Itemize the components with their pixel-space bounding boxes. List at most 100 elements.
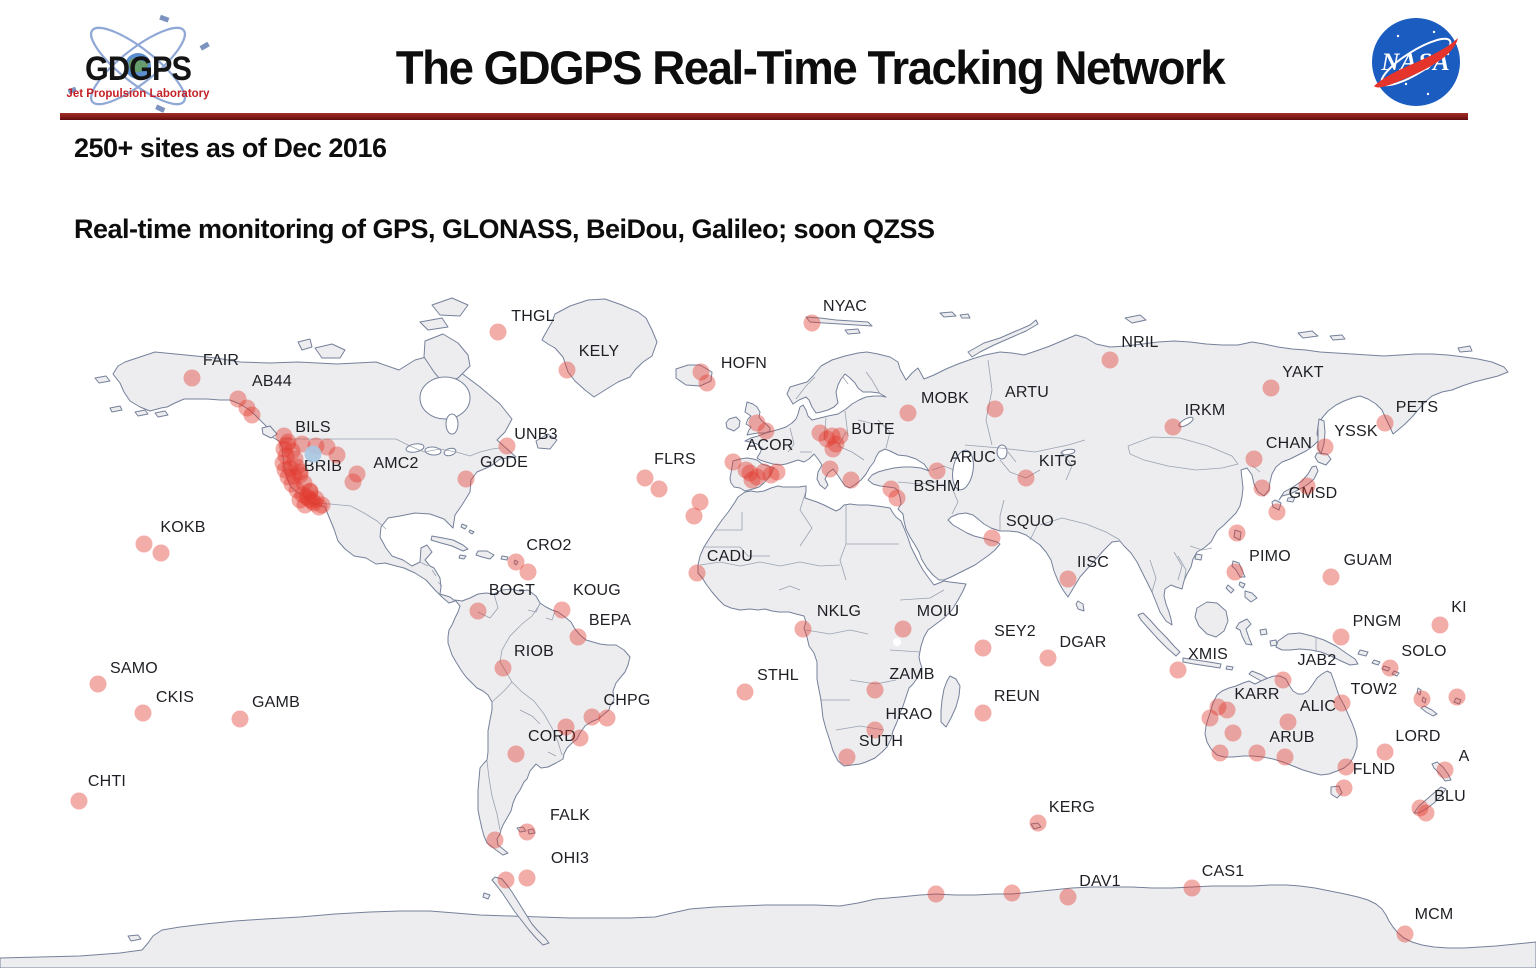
station-label: ARUB (1269, 729, 1315, 746)
station-dot (894, 620, 912, 638)
station-dot (636, 469, 654, 487)
station-dot (494, 659, 512, 677)
station-label: TOW2 (1350, 681, 1398, 698)
station-dot (274, 454, 292, 472)
station-dot (842, 471, 860, 489)
station-label: KERG (1048, 799, 1096, 816)
station-label: PETS (1395, 399, 1439, 416)
station-dot (824, 440, 842, 458)
station-label: FALK (550, 807, 590, 824)
station-dot (286, 450, 304, 468)
station-dot (882, 480, 900, 498)
station-label: KITG (1038, 453, 1078, 470)
nasa-logo-icon: NASA (1368, 14, 1464, 110)
station-label: AMC2 (373, 455, 419, 472)
station-dot (1322, 568, 1340, 586)
station-dot (275, 440, 293, 458)
station-dot (724, 453, 742, 471)
station-label: GMSD (1288, 485, 1338, 502)
station-dot (183, 369, 201, 387)
gdgps-logo-text: GDGPS (84, 50, 192, 88)
station-dot (1276, 748, 1294, 766)
station-dot (1248, 744, 1266, 762)
station-label: PNGM (1352, 613, 1402, 630)
station-dot (692, 363, 710, 381)
station-label: CKIS (155, 689, 195, 706)
station-dot (300, 490, 318, 508)
station-label: YAKT (1282, 364, 1324, 381)
station-dot (1333, 694, 1351, 712)
station-label: AB44 (252, 373, 292, 390)
station-dot (283, 442, 301, 460)
station-dot (457, 470, 475, 488)
station-label: CHTI (87, 773, 127, 790)
station-label: BSHM (913, 478, 961, 495)
station-dot (486, 831, 504, 849)
monitoring-text: Real-time monitoring of GPS, GLONASS, Be… (74, 214, 935, 244)
station-label: KOKB (160, 519, 206, 536)
station-dot (279, 468, 297, 486)
station-dot (569, 628, 587, 646)
station-label: BUTE (851, 421, 895, 438)
station-label: MCM (1414, 906, 1454, 923)
station-dot (285, 467, 303, 485)
station-label: BILS (295, 419, 331, 436)
station-dot (296, 496, 314, 514)
station-dot (748, 468, 766, 486)
station-dot (1253, 479, 1271, 497)
station-dot (1411, 799, 1429, 817)
station-label: NRIL (1121, 334, 1159, 351)
station-dot (1335, 779, 1353, 797)
station-dot (743, 471, 761, 489)
station-dot (1431, 616, 1449, 634)
station-label: CHAN (1265, 435, 1313, 452)
station-dot (974, 704, 992, 722)
station-label: CAS1 (1201, 863, 1245, 880)
station-dot (583, 708, 601, 726)
station-dot (557, 718, 575, 736)
station-dot (489, 323, 507, 341)
station-dot (1376, 743, 1394, 761)
station-dot (318, 438, 336, 456)
jpl-logo-text: Jet Propulsion Laboratory (66, 88, 210, 100)
station-label: CORD (528, 728, 576, 745)
station-label: CHPG (603, 692, 651, 709)
station-dot (288, 481, 306, 499)
station-dot (748, 414, 766, 432)
station-dot (1059, 570, 1077, 588)
station-dot (310, 498, 328, 516)
station-dot (650, 480, 668, 498)
station-dot (691, 493, 709, 511)
station-dot (1201, 709, 1219, 727)
station-label: IISC (1077, 554, 1109, 571)
station-label: HOFN (720, 355, 768, 372)
station-dot (1413, 690, 1431, 708)
station-label: DGAR (1059, 634, 1107, 651)
station-dot (1279, 713, 1297, 731)
station-dot (827, 435, 845, 453)
station-label: YSSK (1334, 423, 1378, 440)
station-dot (986, 400, 1004, 418)
station-dot (276, 461, 294, 479)
station-dot (1436, 761, 1454, 779)
station-dot (70, 792, 88, 810)
station-dot (831, 427, 849, 445)
station-dot (688, 564, 706, 582)
station-dot (507, 745, 525, 763)
station-dot (328, 446, 346, 464)
station-label: IRKM (1184, 402, 1226, 419)
station-dot (698, 374, 716, 392)
station-dot (518, 823, 536, 841)
station-dot (1396, 925, 1414, 943)
station-dot (497, 871, 515, 889)
station-dot (741, 464, 759, 482)
station-dot (1337, 758, 1355, 776)
station-dot (866, 681, 884, 699)
station-dot (313, 496, 331, 514)
station-dot (553, 601, 571, 619)
station-dot (755, 463, 773, 481)
station-dot (279, 433, 297, 451)
station-dot (1211, 744, 1229, 762)
station-label: KELY (578, 343, 620, 360)
station-dot (152, 544, 170, 562)
